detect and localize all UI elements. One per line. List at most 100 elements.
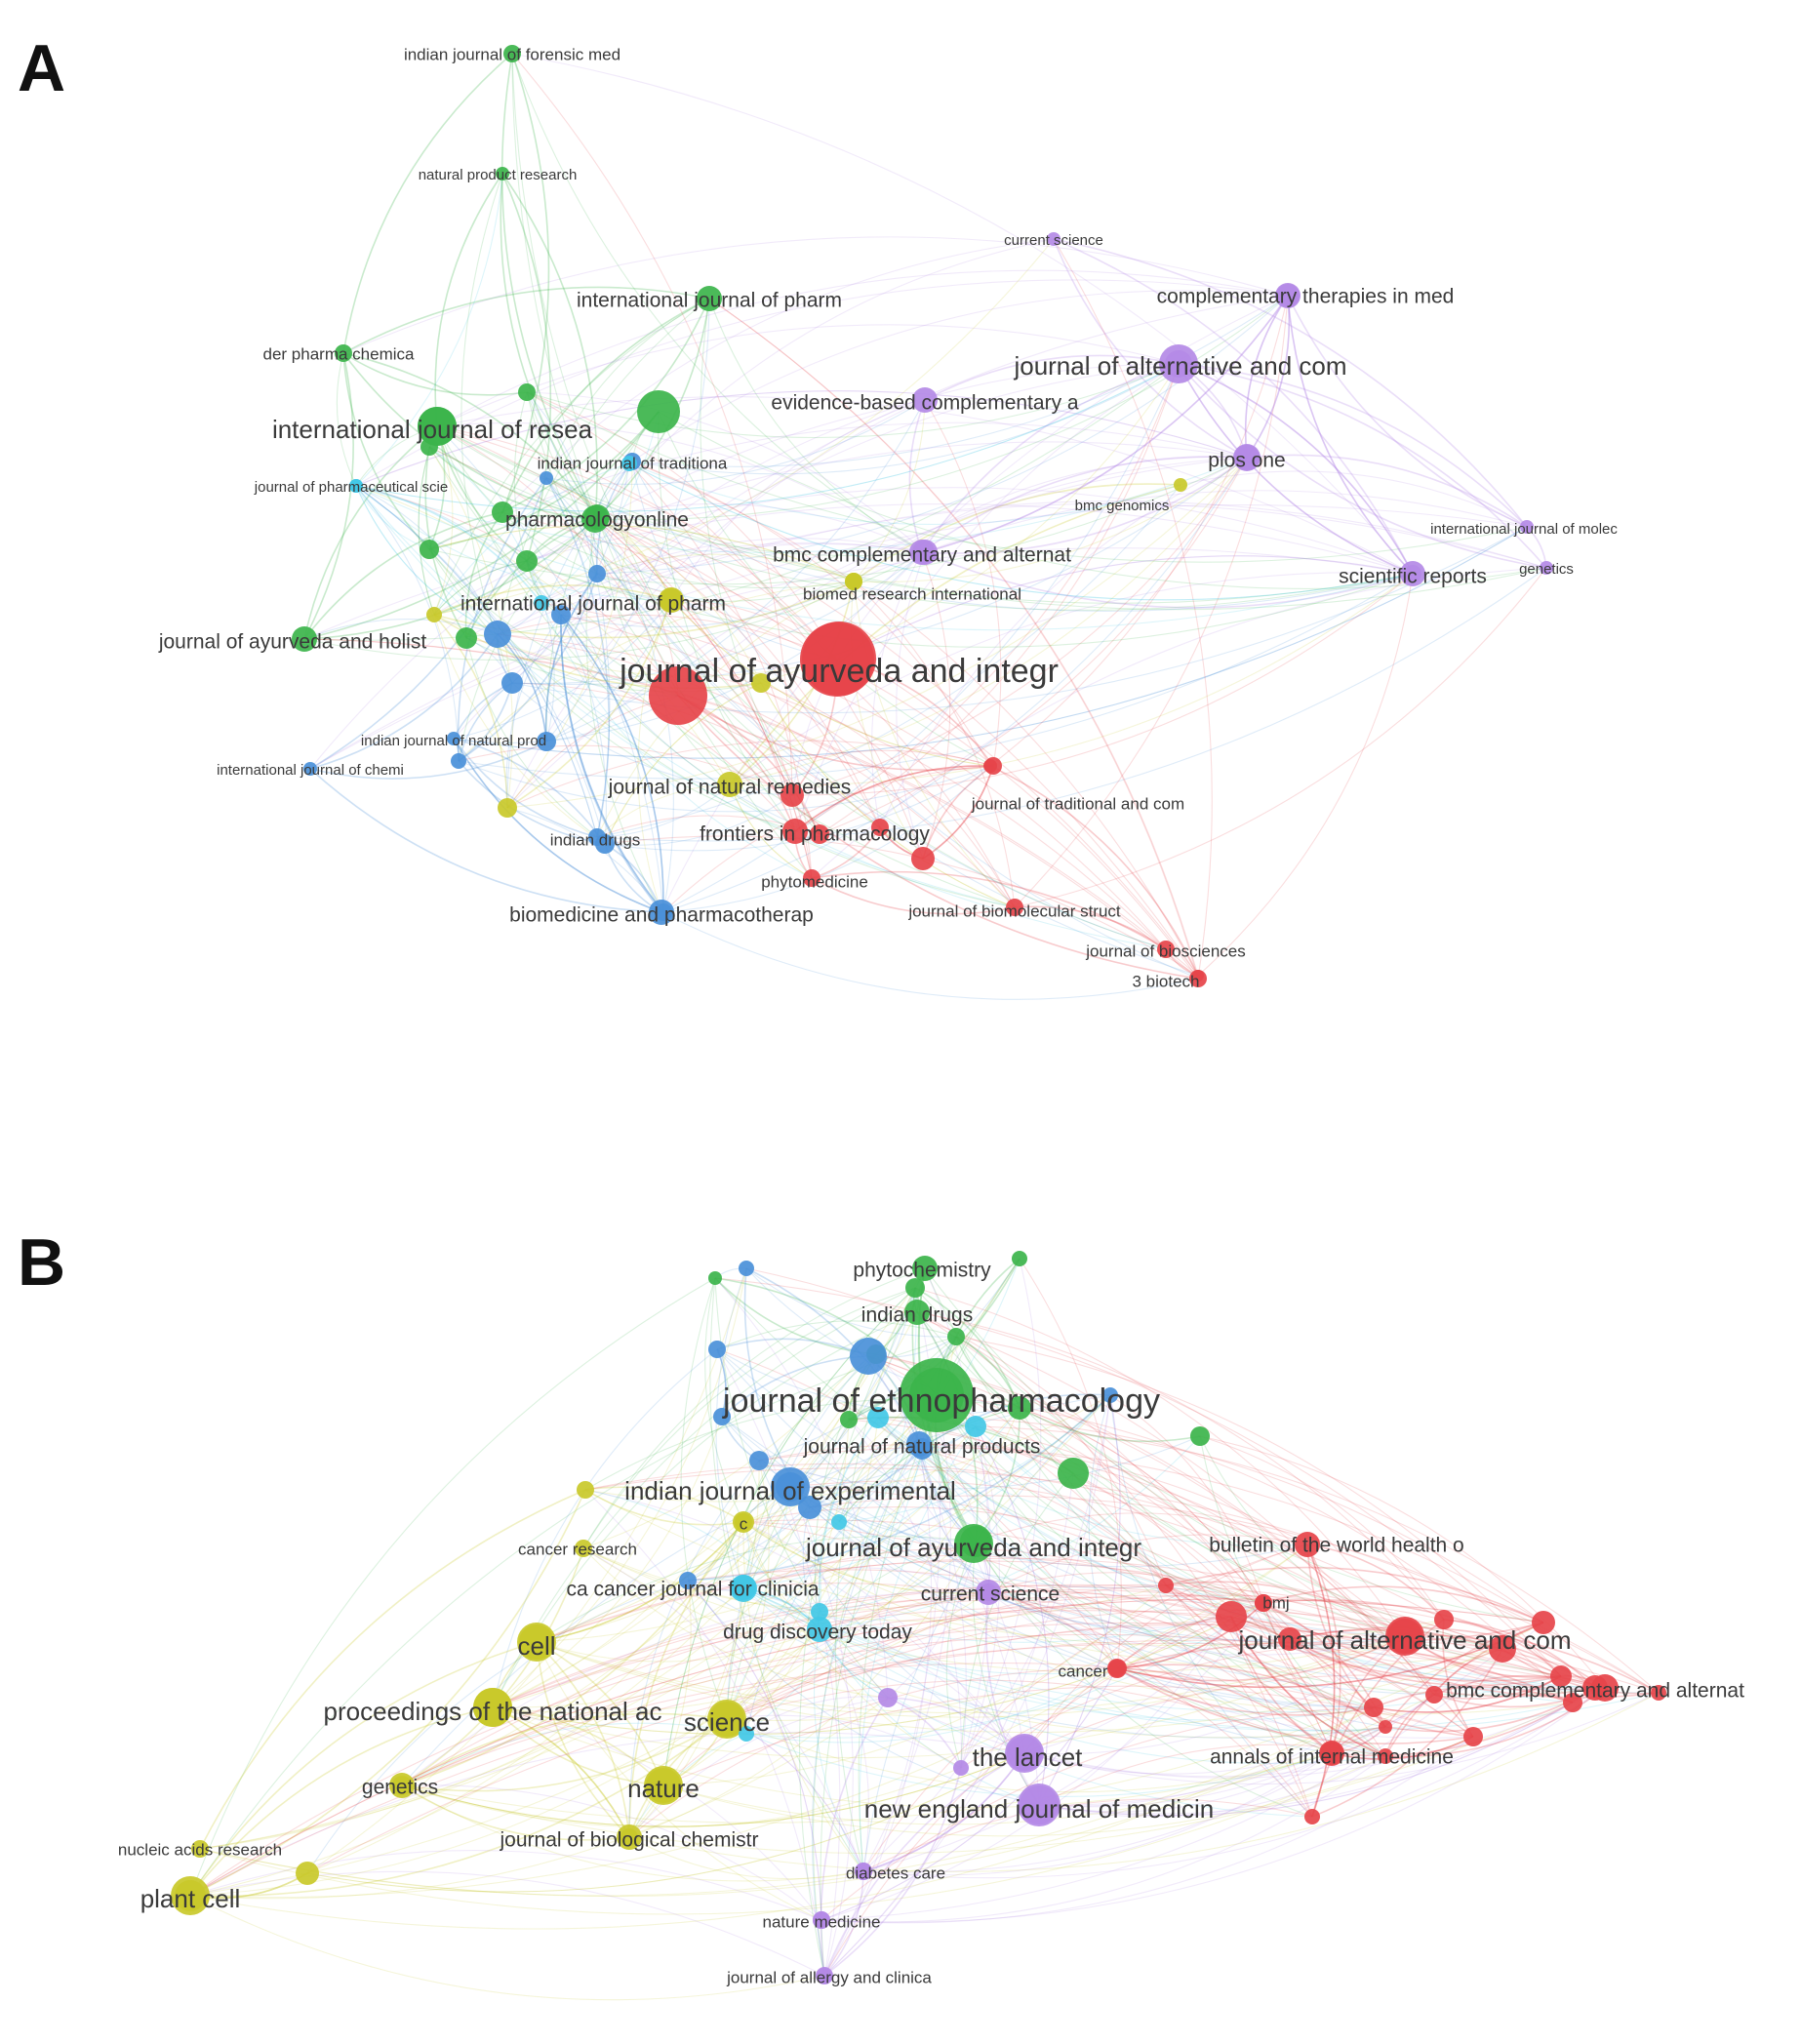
panel-a-edges (303, 53, 1547, 1000)
panel-b-edge (687, 1580, 822, 1921)
panel-b-label-r-jaltcom: journal of alternative and com (1237, 1625, 1571, 1655)
panel-b-edge (758, 1460, 1025, 1754)
panel-b-node-cyan (831, 1514, 847, 1530)
panel-b-edge (975, 1425, 1050, 1806)
panel-a-edge (453, 738, 598, 838)
panel-b-edge (1373, 1686, 1574, 1708)
panel-a-edge (658, 411, 994, 767)
panel-a-edge (436, 425, 881, 828)
panel-b-edge (867, 1355, 967, 1769)
panel-a-node-green (420, 438, 438, 456)
panel-b-edge (1038, 1394, 1121, 1806)
panel-b-label-g-jethno: journal of ethnopharmacology (722, 1383, 1160, 1420)
panel-b-edge (1165, 1584, 1562, 1682)
panel-b-edge (862, 1752, 1025, 1872)
panel-b-edge (809, 1506, 1375, 1708)
panel-a-edge (596, 567, 1547, 842)
panel-a-edge (879, 457, 1248, 828)
panel-a-edge (1197, 573, 1414, 977)
panel-b-edge (726, 1407, 1021, 1720)
panel-a-label-r-phytomed: phytomedicine (761, 872, 868, 891)
panel-b-edge (662, 1736, 1474, 1837)
panel-a-edge (458, 573, 1414, 780)
panel-b-edge (1019, 1407, 1264, 1604)
panel-a-edge (465, 637, 762, 693)
panel-b-edge (987, 1591, 1406, 1656)
panel-b-edge (582, 1547, 1167, 1622)
panel-b-edge (401, 1752, 1025, 1827)
panel-a-node-cyan (621, 456, 637, 471)
panel-b-node-red (1550, 1665, 1572, 1687)
panel-b-edge (1165, 1581, 1406, 1637)
panel-a-edge (658, 411, 796, 832)
panel-b-edge (987, 1591, 1232, 1629)
panel-a-edge (594, 518, 762, 684)
panel-b-edge (987, 1534, 1308, 1593)
panel-b-edge (1116, 1667, 1375, 1716)
panel-a-node-red (911, 847, 935, 870)
panel-a-node-blue (451, 753, 466, 769)
panel-b-node-cyan (965, 1416, 986, 1437)
panel-a-node-green (418, 407, 457, 446)
panel-b-edge (1019, 1407, 1264, 1604)
panel-b-edge (536, 1536, 977, 1643)
panel-b-edge (1373, 1675, 1562, 1713)
panel-a-edge (434, 173, 503, 427)
panel-b-edge (1019, 1407, 1201, 1443)
panel-a-edge (708, 298, 923, 553)
panel-b-edge (628, 1580, 692, 1838)
panel-b-edge (1038, 1687, 1596, 1815)
panel-a-edge (560, 614, 664, 913)
panel-a-node-blue (655, 903, 672, 921)
panel-b-edge (742, 1586, 1574, 1732)
panel-b-edge (936, 1394, 1264, 1604)
panel-a-node-yellow (426, 607, 442, 622)
panel-b-edge (584, 1486, 744, 1523)
panel-a-edge (760, 682, 1016, 908)
panel-b-edge (1404, 1635, 1562, 1678)
panel-a-node-yellow (717, 772, 742, 797)
panel-a-edge (871, 551, 923, 828)
panel-a-label-p-ebcam: evidence-based complementary a (771, 392, 1078, 415)
panel-b-edge (199, 1521, 840, 1850)
panel-a-edge (560, 614, 664, 913)
panel-b-edge (848, 1419, 1435, 1696)
panel-b-edge (848, 1258, 1021, 1421)
panel-a-edge (433, 298, 710, 616)
panel-a-edge (511, 551, 926, 685)
panel-a-node-green (456, 627, 477, 649)
panel-a-edge (428, 446, 596, 520)
panel-a-edge (1178, 363, 1528, 528)
panel-a-edge (500, 173, 598, 518)
panel-a-edge (1014, 295, 1289, 908)
panel-b-edge (742, 1521, 962, 1769)
panel-b-edge (584, 1463, 1445, 1621)
panel-a-edge (1178, 363, 1414, 575)
panel-a-edge (1053, 238, 1528, 528)
panel-b-edge (687, 1287, 916, 1582)
panel-b-node-purple (855, 1863, 872, 1880)
panel-a-edge (526, 391, 926, 553)
panel-b-edge (921, 1448, 1333, 1754)
panel-a-edge (511, 53, 1414, 575)
panel-a-letter: A (18, 31, 66, 105)
panel-a-edge (596, 783, 731, 838)
panel-b-edge (536, 1641, 664, 1786)
panel-a-node-green (492, 501, 513, 523)
panel-b-edge (726, 1417, 879, 1720)
panel-a-edge (501, 298, 710, 513)
panel-b-edge (401, 1784, 630, 1841)
panel-a-edge (729, 783, 813, 879)
panel-a-edge (428, 421, 1248, 550)
panel-a-edge (433, 560, 528, 616)
panel-a-edge (436, 425, 1547, 611)
panel-a-edge (342, 352, 598, 518)
panel-b-label-p-nejm: new england journal of medicin (864, 1794, 1214, 1824)
panel-a-edge (545, 298, 710, 479)
panel-b-labels: phytochemistry indian drugs journal of eth… (118, 1260, 1744, 1987)
panel-b-edge (745, 1448, 923, 1735)
panel-b-edge (492, 1635, 1406, 1759)
panel-b-edge (848, 1419, 962, 1769)
panel-b-node-red (1425, 1686, 1443, 1703)
panel-b-edge (975, 1425, 1574, 1703)
